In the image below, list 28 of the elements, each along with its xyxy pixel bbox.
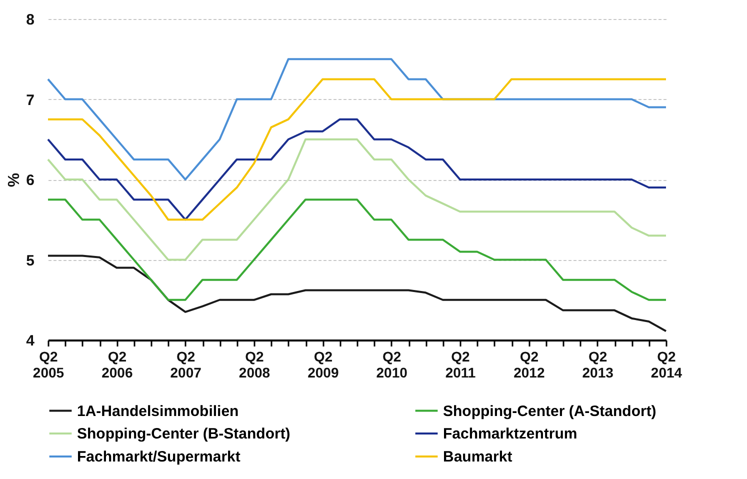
legend-label: Shopping-Center (B-Standort) bbox=[77, 426, 290, 442]
line-series bbox=[47, 78, 667, 221]
line-series bbox=[47, 58, 667, 180]
x-tick-label: Q2 2011 bbox=[445, 348, 476, 380]
line-series bbox=[47, 118, 667, 221]
y-axis-title: % bbox=[6, 172, 24, 188]
x-tick-label: Q2 2008 bbox=[238, 348, 270, 380]
legend-label: Fachmarkt/Supermarkt bbox=[77, 448, 240, 466]
y-tick-label: 6 bbox=[26, 172, 34, 189]
x-tick-label: Q2 2013 bbox=[582, 348, 614, 380]
legend-label: Baumarkt bbox=[443, 448, 512, 466]
x-tick-label: Q2 2014 bbox=[650, 348, 682, 380]
x-tick-label: Q2 2006 bbox=[102, 348, 133, 380]
line-series bbox=[47, 138, 667, 261]
x-tick-label: Q2 2012 bbox=[514, 348, 545, 380]
y-tick-label: 7 bbox=[26, 92, 34, 109]
x-tick-label: Q2 2007 bbox=[170, 348, 202, 380]
x-tick-label: Q2 2010 bbox=[376, 348, 408, 380]
y-tick-label: 4 bbox=[26, 332, 36, 350]
legend-label: 1A-Handelsimmobilien bbox=[77, 402, 239, 420]
x-tick-label: Q2 2009 bbox=[308, 348, 339, 380]
legend-label: Shopping-Center (A-Standort) bbox=[443, 402, 656, 420]
y-tick-label: 5 bbox=[26, 252, 34, 270]
x-tick-label: Q2 2005 bbox=[32, 348, 64, 380]
line-series bbox=[47, 254, 667, 332]
y-tick-label: 8 bbox=[26, 12, 34, 28]
legend-label: Fachmarktzentrum bbox=[443, 426, 578, 442]
line-series bbox=[47, 198, 667, 301]
